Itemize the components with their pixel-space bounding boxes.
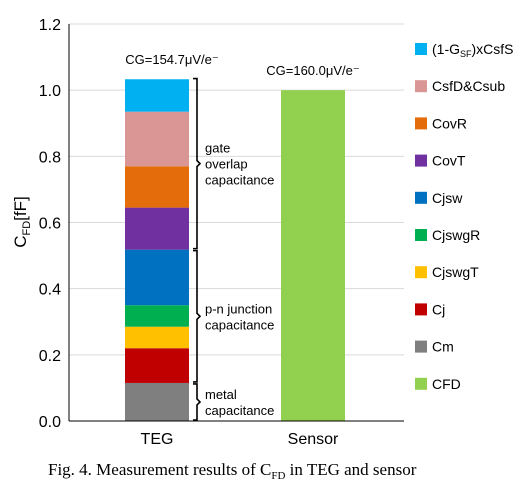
legend-label: Cm [432,339,454,355]
bracket-label: capacitance [205,317,274,332]
legend-swatch [415,229,427,241]
legend-label: CFD [432,376,461,392]
legend-swatch [415,117,427,130]
legend-label: CovT [432,153,466,169]
legend-label: CovR [432,115,467,131]
figure-caption: Fig. 4. Measurement results of CFD in TE… [48,460,417,482]
bar-segment-teg-cm [125,382,189,421]
bracket-label: metal [205,387,237,402]
x-tick-label: Sensor [288,431,339,448]
bar-segment-teg-covt [125,207,189,250]
legend-swatch [415,303,427,316]
legend-label: Cj [432,301,445,317]
legend-label: (1-GSF)xCsfS [432,41,514,59]
y-axis-label: CFD[fF] [11,196,33,248]
legend-swatch [415,80,427,93]
bar-segment-teg-cjswgt [125,326,189,349]
legend-swatch [415,154,427,167]
caption-sub: FD [271,470,285,482]
gridlines [69,23,404,356]
legend-swatch [415,266,427,279]
cg-annotation-sensor: CG=160.0μV/e⁻ [266,63,360,78]
y-tick-label: 0.2 [39,348,61,365]
bar-segment-teg--1-g-sf-xcsfs [125,79,189,112]
bar-segment-teg-cjswgr [125,305,189,327]
bars [125,79,345,422]
y-tick-label: 0.8 [39,149,61,166]
legend-label: CjswgR [432,227,480,243]
bracket [193,77,202,250]
bar-segment-teg-covr [125,166,189,208]
legend-swatch [415,191,427,204]
legend-swatch [415,340,427,353]
y-tick-label: 0.0 [39,414,61,431]
bracket-label: overlap [205,157,248,172]
legend-label: Cjsw [432,190,463,206]
y-tick-label: 0.6 [39,216,61,233]
y-tick-label: 1.0 [39,83,61,100]
legend: (1-GSF)xCsfS CsfD&Csub CovR CovT Cjsw CjswgR C… [415,41,514,392]
bracket [193,383,202,421]
y-axis-label-sub: FD [21,221,33,236]
legend-swatch [415,377,427,390]
bar-segment-sensor-cfd [281,90,345,422]
bracket-label: capacitance [205,173,274,188]
legend-swatch [415,43,427,55]
bar-segment-teg-csfd-csub [125,111,189,167]
y-tick-labels: 0.0 0.2 0.4 0.6 0.8 1.0 1.2 [39,17,61,431]
bar-segment-teg-cj [125,348,189,383]
bar-annotations: CG=154.7μV/e⁻ CG=160.0μV/e⁻ [125,52,360,78]
cg-annotation-teg: CG=154.7μV/e⁻ [125,52,219,67]
y-axis-label-main: C [11,235,30,247]
x-tick-labels: TEG Sensor [141,431,339,448]
bracket-label: capacitance [205,403,274,418]
caption-prefix: Fig. 4. Measurement results of C [48,460,271,479]
bracket [193,249,202,383]
bar-segment-teg-cjsw [125,249,189,306]
bracket-label: p-n junction [205,301,272,316]
legend-label: CsfD&Csub [432,78,505,94]
y-axis-label-unit: [fF] [11,196,30,221]
legend-label: CjswgT [432,264,479,280]
x-tick-label: TEG [141,431,174,448]
y-tick-label: 1.2 [39,17,61,34]
axes [68,24,404,422]
caption-suffix: in TEG and sensor [285,460,416,479]
y-tick-label: 0.4 [39,282,61,299]
bracket-label: gate [205,141,230,156]
